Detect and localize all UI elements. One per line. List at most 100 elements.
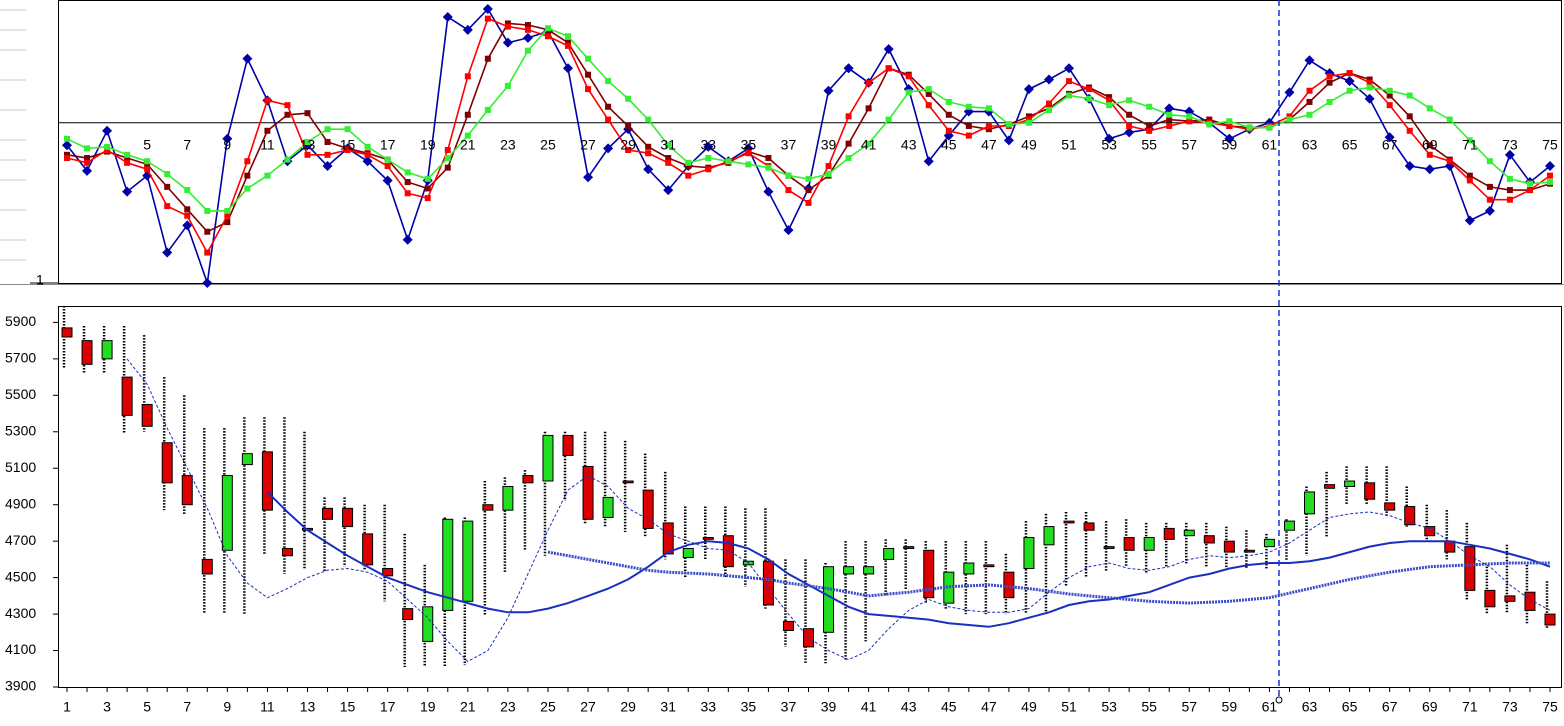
marker xyxy=(1124,127,1135,138)
x-tick-label: 1 xyxy=(63,699,71,715)
marker xyxy=(905,89,912,96)
candle-body xyxy=(602,496,614,518)
marker xyxy=(1346,70,1353,77)
marker xyxy=(1146,103,1153,110)
marker xyxy=(625,122,632,129)
marker xyxy=(344,126,351,133)
marker xyxy=(524,26,531,33)
marker xyxy=(1284,87,1295,98)
lower-frame xyxy=(58,306,1562,688)
marker xyxy=(1043,74,1054,85)
marker xyxy=(1304,55,1315,66)
marker xyxy=(825,171,832,178)
candle-body xyxy=(181,475,193,506)
marker xyxy=(324,151,331,158)
marker xyxy=(144,161,151,168)
marker xyxy=(1366,84,1373,91)
marker xyxy=(1386,87,1393,94)
marker xyxy=(84,145,91,152)
marker xyxy=(222,133,233,144)
x-tick-label: 61 xyxy=(1262,136,1278,152)
marker xyxy=(1506,175,1513,182)
marker xyxy=(1005,121,1012,128)
marker xyxy=(1086,95,1093,102)
marker xyxy=(1025,113,1032,120)
marker xyxy=(785,187,792,194)
x-tick-label: 47 xyxy=(981,699,997,715)
x-tick-label: 63 xyxy=(1302,136,1318,152)
x-tick-label: 39 xyxy=(821,136,837,152)
sheet-rows xyxy=(0,9,26,261)
x-tick-label: 13 xyxy=(300,699,316,715)
candle-body xyxy=(1003,571,1015,599)
x-tick-label: 59 xyxy=(1222,699,1238,715)
marker xyxy=(524,47,531,54)
candle-body xyxy=(141,403,153,427)
upper-frame xyxy=(58,0,1562,284)
marker xyxy=(442,12,453,23)
candle-body xyxy=(1023,537,1035,570)
candle-body xyxy=(1243,549,1255,553)
marker xyxy=(1506,196,1513,203)
candle-body xyxy=(782,620,794,631)
marker xyxy=(1366,79,1373,86)
x-tick-label: 49 xyxy=(1021,699,1037,715)
candle-body xyxy=(682,547,694,559)
x-tick-label: 39 xyxy=(821,699,837,715)
y-tick-label: 5700 xyxy=(5,350,36,366)
marker xyxy=(1466,177,1473,184)
marker xyxy=(1547,179,1553,186)
marker xyxy=(685,163,692,170)
marker xyxy=(304,151,311,158)
marker xyxy=(1146,127,1153,134)
marker xyxy=(1366,76,1373,83)
marker xyxy=(1404,161,1415,172)
x-tick-label: 65 xyxy=(1342,699,1358,715)
x-tick-label: 5 xyxy=(143,136,151,152)
marker xyxy=(404,169,411,176)
marker xyxy=(504,23,511,30)
marker xyxy=(1286,116,1293,123)
x-tick-label: 53 xyxy=(1101,136,1117,152)
marker xyxy=(162,247,173,258)
marker xyxy=(745,161,752,168)
marker xyxy=(1226,122,1233,129)
candle-body xyxy=(1183,529,1195,537)
x-tick-label: 71 xyxy=(1462,136,1478,152)
candle-body xyxy=(963,562,975,575)
marker xyxy=(865,105,872,112)
marker xyxy=(304,139,311,145)
marker xyxy=(1246,124,1253,131)
marker xyxy=(104,143,111,150)
marker xyxy=(144,158,151,165)
marker xyxy=(823,85,834,96)
candle-body xyxy=(1404,506,1416,526)
marker xyxy=(665,155,672,162)
marker xyxy=(224,207,231,214)
marker xyxy=(144,166,151,173)
x-tick-label: 51 xyxy=(1061,699,1077,715)
marker xyxy=(322,161,333,172)
x-tick-label: 17 xyxy=(380,699,396,715)
x-tick-label: 51 xyxy=(1061,136,1077,152)
marker xyxy=(304,110,311,117)
x-tick-label: 37 xyxy=(781,699,797,715)
marker xyxy=(925,86,932,93)
marker xyxy=(284,111,291,118)
candle-body xyxy=(542,434,554,482)
marker xyxy=(382,175,393,186)
candle-body xyxy=(241,453,253,466)
plot-layer: 15 7 9 11 13 15 17 19 21 23 25 27 29 31 33 35 37 39 41 43 45… xyxy=(5,4,1562,715)
marker xyxy=(1166,122,1173,129)
candle-body xyxy=(402,608,414,621)
marker xyxy=(945,98,952,105)
marker xyxy=(1126,111,1133,118)
marker xyxy=(184,206,191,213)
marker xyxy=(1446,116,1453,123)
marker xyxy=(464,132,471,139)
x-tick-label: 11 xyxy=(260,699,275,715)
marker xyxy=(1266,124,1273,131)
marker xyxy=(1045,106,1052,113)
y-tick-label: 5100 xyxy=(5,459,36,475)
candle-body xyxy=(1464,546,1476,591)
